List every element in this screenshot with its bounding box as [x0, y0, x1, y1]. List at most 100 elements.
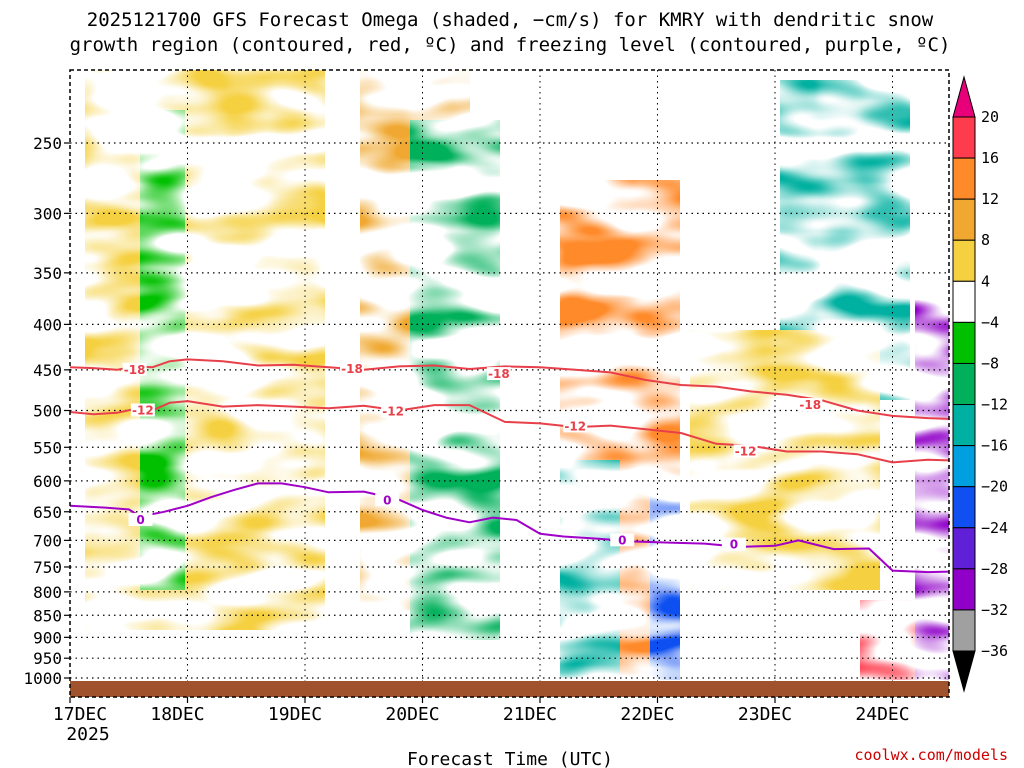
- x-tick-label: 18DEC: [150, 704, 204, 725]
- chart-title-line2: growth region (contoured, red, ºC) and f…: [70, 34, 951, 56]
- x-tick-label: 23DEC: [738, 704, 792, 725]
- colorbar-label: −16: [981, 437, 1008, 455]
- colorbar-segment: [952, 239, 976, 282]
- colorbar-segment: [952, 445, 976, 488]
- colorbar-label: −24: [981, 519, 1008, 537]
- x-tick-label: 17DEC: [53, 704, 107, 725]
- contour-label-bg: [128, 512, 153, 526]
- x-tick-label: 19DEC: [268, 704, 322, 725]
- contour-label: -18: [124, 363, 146, 377]
- contour-label: 0: [618, 533, 626, 547]
- colorbar-label: 12: [981, 190, 999, 208]
- colorbar-label: 4: [981, 272, 990, 290]
- shading-band-green-2: [410, 120, 500, 640]
- credit-text: coolwx.com/models: [854, 746, 1008, 764]
- y-tick-label: 750: [33, 558, 62, 577]
- contour-label-bg: [486, 367, 511, 381]
- colorbar-segment: [952, 116, 976, 159]
- colorbar-segment: [952, 527, 976, 570]
- contour-line-dgz-12: [70, 400, 949, 464]
- y-tick-label: 1000: [23, 669, 62, 688]
- x-tick-label: 22DEC: [620, 704, 674, 725]
- colorbar-bottom-arrow: [952, 650, 976, 693]
- y-tick-label: 450: [33, 361, 62, 380]
- x-axis-label: Forecast Time (UTC): [407, 749, 613, 768]
- shading-band-green-3: [560, 460, 620, 680]
- colorbar-segment: [952, 157, 976, 200]
- y-tick-label: 250: [33, 134, 62, 153]
- colorbar-segment: [952, 362, 976, 406]
- contour-label: -12: [564, 419, 586, 433]
- contour-label-bg: [122, 362, 147, 376]
- colorbar-top-arrow: [952, 75, 976, 118]
- y-tick-label: 800: [33, 583, 62, 602]
- contour-line-dgz-18: [70, 358, 949, 420]
- colorbar-label: −36: [981, 642, 1008, 660]
- colorbar-segment: [952, 280, 976, 323]
- colorbar-segment: [952, 198, 976, 241]
- chart-title-line1: 2025121700 GFS Forecast Omega (shaded, −…: [87, 9, 934, 31]
- y-tick-label: 700: [33, 531, 62, 550]
- colorbar-segment: [952, 568, 976, 611]
- y-tick-label: 500: [33, 402, 62, 421]
- colorbar-label: −8: [981, 354, 999, 372]
- shading-band-blue-1: [650, 480, 680, 680]
- contour-label-bg: [381, 404, 406, 418]
- contour-lines: -18 -18 -18 -18 -12 -12 -12 -12 0 0 0 0: [70, 358, 949, 574]
- contour-label-bg: [610, 533, 635, 547]
- y-tick-label: 300: [33, 204, 62, 223]
- shading-band-purple-1: [915, 300, 949, 680]
- colorbar-label: 20: [981, 108, 999, 126]
- contour-label: -12: [382, 404, 404, 418]
- contour-label-bg: [340, 361, 364, 375]
- y-tick-label: 600: [33, 472, 62, 491]
- contour-label: -18: [488, 367, 510, 381]
- plot-area: -18 -18 -18 -18 -12 -12 -12 -12 0 0 0 0: [70, 70, 949, 697]
- contour-label: -12: [132, 404, 154, 418]
- plot-frame: [69, 69, 950, 698]
- colorbar-label: −28: [981, 560, 1008, 578]
- ground-surface: [70, 681, 949, 697]
- colorbar-segment: [952, 321, 976, 364]
- colorbar-label: −12: [981, 396, 1008, 414]
- contour-label-bg: [798, 398, 823, 412]
- x-tick-label: 20DEC: [385, 704, 439, 725]
- y-tick-label: 350: [33, 264, 62, 283]
- y-tick-label: 550: [33, 438, 62, 457]
- y-tick-label: 950: [33, 649, 62, 668]
- colorbar: 20 16 12 8 4 −4 −8 −12 −16 −20 −24 −28 −32 −36: [952, 75, 1008, 693]
- y-axis: 250 300 350 400 450 500 550 600 650 700 750 800 850 9…: [23, 134, 70, 688]
- colorbar-segment: [952, 404, 976, 447]
- contour-label-bg: [733, 444, 758, 458]
- shading-band-red-1: [860, 600, 920, 680]
- y-tick-label: 900: [33, 628, 62, 647]
- shading-band-yellow-2: [690, 330, 880, 590]
- colorbar-segment: [952, 609, 976, 652]
- y-tick-label: 400: [33, 315, 62, 334]
- contour-label-bg: [130, 403, 155, 417]
- contour-label: -18: [341, 362, 363, 376]
- colorbar-label: −20: [981, 478, 1008, 496]
- contour-line-freezing: [70, 482, 949, 574]
- y-tick-label: 650: [33, 503, 62, 522]
- shading-band-warm-left: [85, 70, 325, 630]
- x-tick-label: 24DEC: [855, 704, 909, 725]
- y-tick-label: 850: [33, 606, 62, 625]
- colorbar-label: 8: [981, 231, 990, 249]
- x-axis: 17DEC 18DEC 19DEC 20DEC 21DEC 22DEC 23DEC 24DEC: [53, 697, 910, 725]
- colorbar-label: −32: [981, 601, 1008, 619]
- contour-label-bg: [563, 419, 588, 433]
- x-tick-year: 2025: [66, 724, 109, 745]
- colorbar-label: −4: [981, 313, 999, 331]
- contour-label: 0: [730, 538, 738, 552]
- contour-label: 0: [136, 513, 144, 527]
- shading-band-green-1: [140, 110, 185, 590]
- colorbar-segment: [952, 486, 976, 529]
- contour-label: -12: [735, 444, 757, 458]
- colorbar-label: 16: [981, 149, 999, 167]
- contour-label-bg: [721, 537, 746, 551]
- contour-label: -18: [799, 398, 821, 412]
- contour-label-bg: [375, 493, 400, 507]
- contour-label: 0: [383, 493, 391, 507]
